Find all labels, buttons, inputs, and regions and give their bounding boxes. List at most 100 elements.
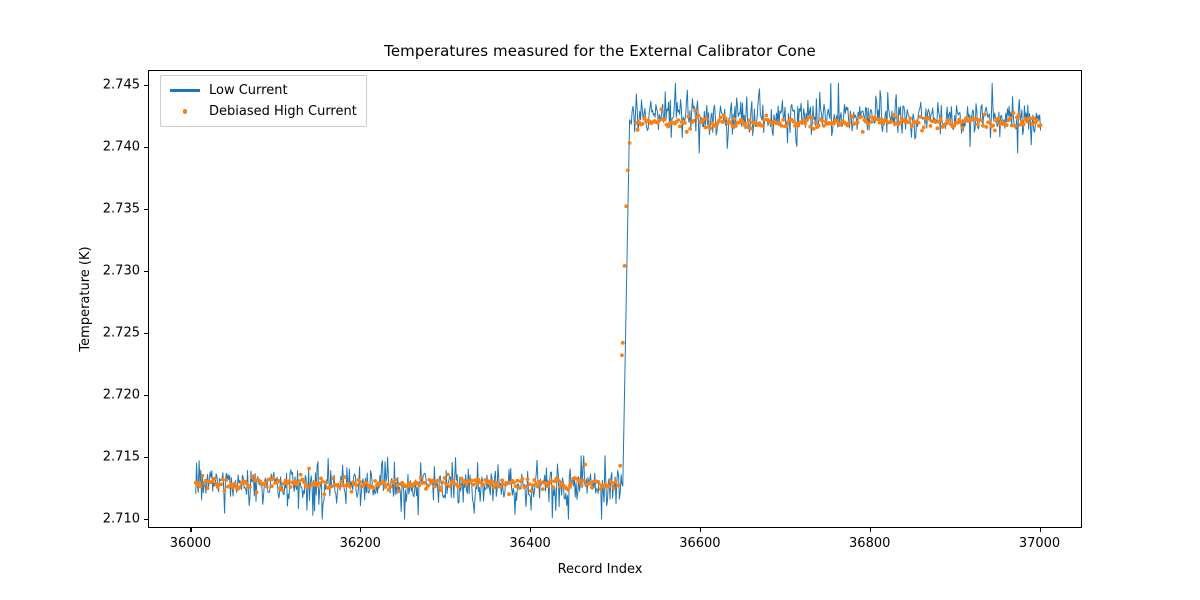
- data-point-marker: [264, 484, 269, 489]
- data-point-marker: [747, 118, 752, 123]
- data-point-marker: [657, 118, 662, 123]
- data-point-marker: [417, 483, 422, 488]
- data-point-marker: [495, 480, 499, 485]
- data-point-marker: [816, 123, 821, 128]
- data-point-marker: [341, 483, 345, 488]
- data-point-marker: [962, 119, 967, 123]
- y-tick-mark: [144, 209, 148, 211]
- legend-dot-swatch-icon: [168, 109, 202, 114]
- data-point-marker: [627, 141, 632, 145]
- data-point-marker: [955, 120, 960, 125]
- data-point-marker: [432, 484, 437, 489]
- data-point-marker: [960, 125, 965, 130]
- data-point-marker: [945, 120, 950, 125]
- data-point-marker: [708, 126, 713, 131]
- data-point-marker: [307, 466, 312, 471]
- data-point-marker: [821, 123, 826, 128]
- data-point-marker: [515, 478, 520, 483]
- data-point-marker: [440, 480, 445, 485]
- data-point-marker: [796, 123, 801, 128]
- data-point-marker: [442, 476, 447, 480]
- data-point-marker: [918, 114, 923, 119]
- data-point-marker: [224, 478, 229, 483]
- data-point-marker: [268, 477, 273, 482]
- data-point-marker: [732, 116, 736, 121]
- data-point-marker: [845, 123, 850, 128]
- series-debiased-high-current: [193, 107, 1043, 497]
- x-tick-mark: [530, 528, 532, 532]
- data-point-marker: [979, 118, 984, 123]
- data-point-marker: [513, 484, 518, 489]
- data-point-marker: [532, 478, 537, 482]
- data-point-marker: [197, 481, 201, 485]
- data-point-marker: [459, 476, 464, 481]
- data-point-marker: [1016, 112, 1021, 117]
- data-point-marker: [1018, 122, 1023, 127]
- data-point-marker: [251, 474, 256, 479]
- data-point-marker: [869, 120, 874, 124]
- data-point-marker: [395, 483, 400, 488]
- data-point-marker: [446, 472, 450, 477]
- data-point-marker: [803, 121, 808, 126]
- data-point-marker: [733, 124, 738, 128]
- data-point-marker: [1011, 111, 1016, 115]
- data-point-marker: [569, 481, 574, 486]
- data-point-marker: [578, 478, 582, 483]
- data-point-marker: [984, 125, 989, 129]
- data-point-marker: [974, 117, 979, 122]
- data-point-marker: [1020, 119, 1024, 124]
- data-point-marker: [982, 112, 987, 117]
- data-point-marker: [921, 125, 926, 130]
- data-point-marker: [981, 123, 985, 128]
- data-point-marker: [385, 482, 389, 487]
- data-point-marker: [424, 486, 428, 491]
- y-tick-label: 2.725: [102, 325, 140, 341]
- y-tick-mark: [144, 457, 148, 459]
- data-point-marker: [749, 126, 753, 131]
- data-point-marker: [447, 484, 452, 489]
- data-point-marker: [222, 488, 227, 493]
- data-point-marker: [317, 481, 322, 486]
- data-point-marker: [305, 485, 310, 490]
- data-point-marker: [916, 120, 921, 125]
- x-tick-mark: [869, 528, 871, 532]
- data-point-marker: [684, 129, 689, 134]
- data-point-marker: [865, 121, 870, 126]
- data-point-marker: [358, 479, 362, 484]
- data-point-marker: [616, 483, 621, 488]
- data-point-marker: [622, 263, 627, 268]
- data-point-marker: [691, 119, 696, 123]
- data-point-marker: [784, 124, 789, 129]
- data-point-marker: [891, 112, 896, 117]
- data-point-marker: [231, 485, 235, 490]
- legend-entry-low-current: Low Current: [168, 82, 357, 99]
- data-point-marker: [579, 483, 584, 487]
- data-point-marker: [620, 353, 624, 358]
- data-point-marker: [764, 113, 769, 118]
- data-point-marker: [908, 116, 913, 121]
- data-point-marker: [589, 485, 594, 490]
- data-point-marker: [847, 120, 852, 125]
- data-point-marker: [737, 120, 742, 125]
- data-point-marker: [339, 480, 344, 484]
- y-tick-label: 2.740: [102, 139, 140, 155]
- x-tick-label: 37000: [1018, 536, 1061, 551]
- y-tick-label: 2.735: [102, 201, 140, 217]
- data-point-marker: [539, 480, 543, 485]
- data-point-marker: [640, 122, 645, 126]
- data-point-marker: [987, 120, 992, 124]
- data-point-marker: [920, 128, 924, 133]
- data-point-marker: [263, 480, 268, 485]
- data-point-marker: [545, 484, 550, 489]
- data-point-marker: [212, 476, 217, 481]
- y-tick-mark: [144, 395, 148, 397]
- data-point-marker: [439, 488, 444, 493]
- data-point-marker: [683, 120, 687, 125]
- data-point-marker: [527, 482, 532, 486]
- data-point-marker: [676, 118, 681, 122]
- data-point-marker: [430, 478, 435, 483]
- data-point-marker: [779, 123, 784, 128]
- data-point-marker: [346, 481, 350, 486]
- plot-svg: [193, 82, 1043, 520]
